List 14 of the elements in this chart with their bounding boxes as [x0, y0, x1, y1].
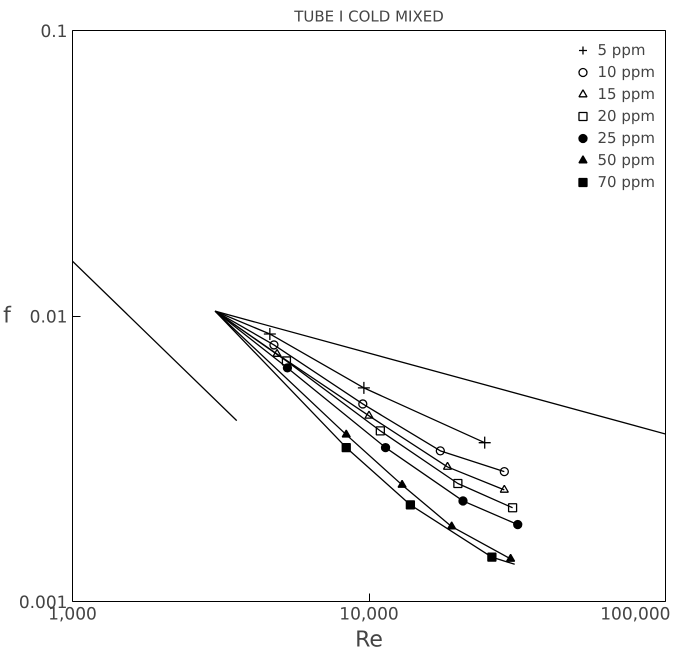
y-axis-title: f	[3, 304, 12, 328]
legend-label: 5 ppm	[597, 41, 646, 59]
y-tick-label: 0.01	[30, 308, 68, 328]
x-tick-label: 10,000	[339, 604, 399, 624]
legend-label: 70 ppm	[597, 173, 655, 191]
legend-label: 20 ppm	[597, 107, 655, 125]
x-axis-title: Re	[355, 628, 383, 652]
chart-title: TUBE I COLD MIXED	[293, 8, 444, 26]
legend-label: 15 ppm	[597, 85, 655, 103]
legend-label: 10 ppm	[597, 63, 655, 81]
x-tick-label: 100,000	[600, 604, 671, 624]
legend-label: 25 ppm	[597, 129, 655, 147]
legend-label: 50 ppm	[597, 151, 655, 169]
y-tick-label: 0.1	[40, 22, 68, 42]
